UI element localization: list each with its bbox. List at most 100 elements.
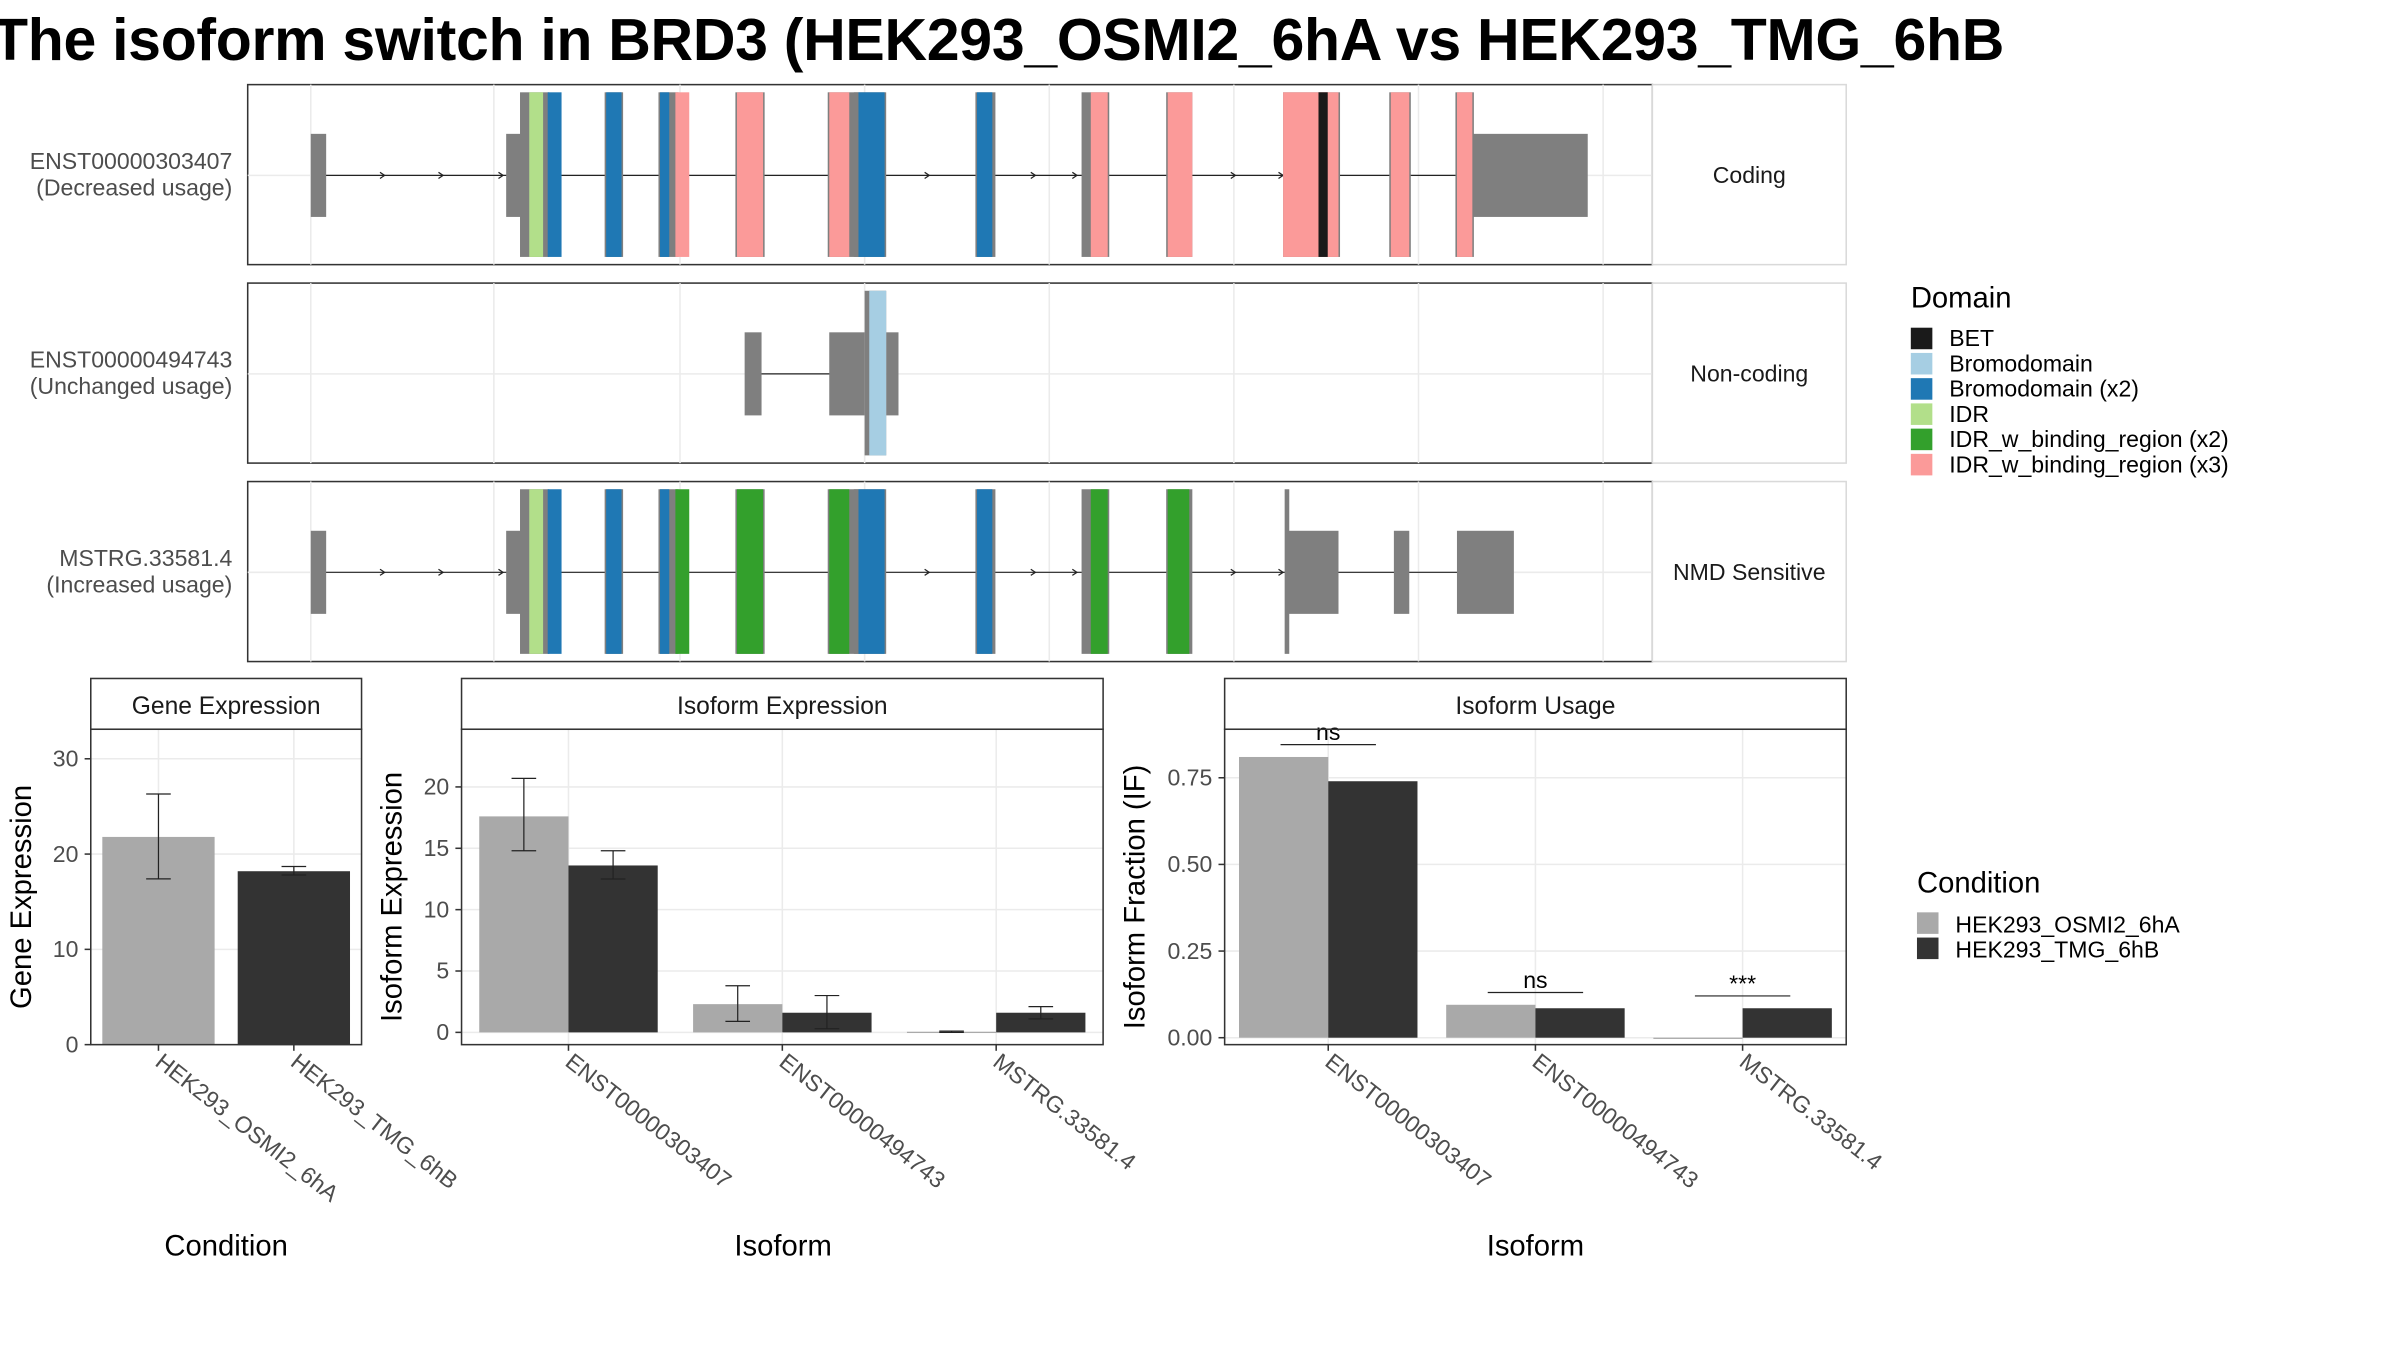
x-tick-label: MSTRG.33581.4 — [1735, 1048, 1888, 1175]
strand-arrow — [1230, 171, 1237, 179]
domain-block — [858, 489, 885, 654]
bar — [568, 865, 658, 1033]
x-axis-title: Isoform — [1487, 1230, 1584, 1262]
panel-title: Isoform Usage — [1455, 693, 1615, 720]
noncoding-exon — [310, 133, 327, 217]
domain-block — [976, 489, 993, 654]
panel-title: Isoform Expression — [677, 693, 888, 720]
y-tick-label: 30 — [53, 745, 79, 771]
strand-arrow — [379, 171, 386, 179]
y-tick-label: 0.50 — [1167, 851, 1212, 877]
domain-block — [829, 489, 850, 654]
domain-block — [869, 290, 887, 456]
domain-block — [529, 489, 544, 654]
legend-key — [1910, 327, 1933, 350]
domain-block — [675, 92, 690, 257]
legend-key — [1910, 403, 1933, 425]
noncoding-exon — [744, 332, 762, 416]
panel-strip — [1223, 677, 1847, 731]
legend-key — [1910, 352, 1933, 375]
legend-label: HEK293_TMG_6hB — [1955, 937, 2159, 963]
y-axis-title: Isoform Expression — [377, 772, 409, 1022]
y-tick-label: 0.25 — [1167, 938, 1212, 964]
y-tick-label: 10 — [53, 936, 79, 962]
legend-label: BET — [1949, 325, 1994, 351]
strand-arrow — [1071, 171, 1079, 179]
domain-block — [976, 92, 993, 257]
usage-label: (Decreased usage) — [36, 174, 232, 200]
strand-arrow — [498, 171, 505, 179]
domain-block — [660, 92, 670, 257]
x-tick-label: ENST00000494743 — [775, 1048, 951, 1193]
bar — [237, 871, 351, 1045]
legend-key — [1910, 378, 1933, 400]
domain-legend-title: Domain — [1911, 283, 2012, 315]
transcript-track: Non-coding ENST00000494743(Unchanged usag… — [30, 282, 1847, 464]
strand-arrow — [1030, 171, 1037, 179]
domain-block — [1090, 489, 1108, 654]
domain-block — [736, 92, 764, 257]
noncoding-exon — [1456, 530, 1514, 614]
y-tick-label: 0 — [436, 1019, 449, 1045]
legend-key — [1910, 453, 1933, 476]
strip-label: Non-coding — [1690, 361, 1808, 387]
legend-label: IDR_w_binding_region (x2) — [1949, 426, 2228, 452]
domain-block — [1167, 489, 1190, 654]
y-tick-label: 20 — [53, 841, 79, 867]
domain-block — [675, 489, 690, 654]
transcript-name: ENST00000494743 — [30, 347, 233, 373]
x-tick-label: ENST00000494743 — [1528, 1048, 1704, 1193]
strip-box — [1651, 282, 1847, 464]
strand-arrow — [1278, 568, 1285, 576]
y-tick-label: 20 — [424, 774, 450, 800]
significance-label: ns — [1523, 967, 1547, 993]
strand-arrow — [379, 568, 386, 576]
y-tick-label: 0 — [66, 1031, 79, 1057]
noncoding-exon — [1393, 530, 1410, 614]
x-axis-title: Isoform — [734, 1230, 831, 1262]
noncoding-exon — [829, 332, 865, 416]
strip-label: NMD Sensitive — [1673, 559, 1826, 585]
y-tick-label: 0.00 — [1167, 1024, 1212, 1050]
plot-frame — [90, 728, 363, 1046]
domain-block — [606, 489, 622, 654]
panel-strip — [460, 677, 1104, 731]
panel-title: Gene Expression — [132, 693, 321, 720]
y-tick-label: 15 — [424, 835, 450, 861]
domain-block — [606, 92, 622, 257]
domain-block — [1318, 92, 1328, 257]
x-tick-label: MSTRG.33581.4 — [988, 1048, 1141, 1175]
transcript-track: Coding ENST00000303407(Decreased usage) — [30, 83, 1847, 266]
strand-arrow — [924, 568, 931, 576]
transcript-name: MSTRG.33581.4 — [59, 545, 232, 571]
condition-legend-title: Condition — [1917, 867, 2040, 899]
legend-key — [1910, 428, 1933, 451]
y-axis-title: Isoform Fraction (IF) — [1120, 765, 1152, 1030]
track-panel — [246, 83, 1654, 266]
domain-block — [736, 489, 764, 654]
bar — [1239, 756, 1329, 1038]
legend-label: IDR_w_binding_region (x3) — [1949, 451, 2228, 477]
noncoding-exon — [310, 530, 327, 614]
strand-arrow — [924, 171, 931, 179]
domain-block — [1390, 92, 1410, 257]
x-axis-title: Condition — [164, 1230, 287, 1262]
bar-chart-panel: Isoform Expression 0 5 10 15 20 ENST0000030340… — [377, 677, 1141, 1262]
bar — [1653, 1037, 1743, 1039]
y-axis-title: Gene Expression — [6, 785, 38, 1009]
strand-arrow — [1071, 568, 1079, 576]
strand-arrow — [498, 568, 505, 576]
legend-label: Bromodomain (x2) — [1949, 376, 2139, 402]
domain-block — [529, 92, 544, 257]
legend-label: HEK293_OSMI2_6hA — [1955, 911, 2180, 937]
transcript-track: NMD Sensitive MSTRG.33581.4(Increased usa… — [46, 480, 1847, 663]
strip-label: Coding — [1713, 162, 1786, 188]
strip-box — [1651, 83, 1847, 266]
y-tick-label: 0.75 — [1167, 764, 1212, 790]
significance-label: *** — [1729, 970, 1756, 996]
usage-label: (Increased usage) — [46, 571, 232, 597]
bar — [1328, 781, 1418, 1038]
domain-block — [660, 489, 670, 654]
bar — [996, 1012, 1086, 1033]
